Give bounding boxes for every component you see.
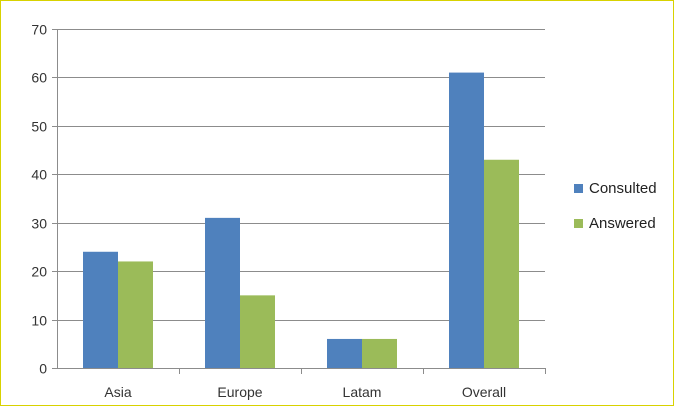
y-tick-labels: 0 10 20 30 40 50 60 70	[31, 22, 47, 377]
bar-answered-latam	[362, 338, 397, 368]
bar-consulted-europe	[205, 217, 240, 368]
y-tick-label: 30	[31, 216, 47, 232]
legend-swatch-answered	[574, 219, 583, 228]
y-tick-label: 20	[31, 264, 47, 280]
legend: Consulted Answered	[574, 180, 657, 232]
bar-answered-overall	[484, 159, 519, 368]
bar-answered-europe	[240, 295, 275, 368]
x-tick-labels: Asia Europe Latam Overall	[104, 384, 506, 400]
legend-label-consulted: Consulted	[589, 180, 657, 197]
y-tick-label: 70	[31, 22, 47, 38]
y-tick-label: 40	[31, 167, 47, 183]
bar-answered-asia	[118, 261, 153, 368]
x-tick-label: Asia	[104, 384, 131, 400]
x-tick-label: Overall	[462, 384, 506, 400]
y-tick-label: 60	[31, 70, 47, 86]
bar-consulted-asia	[83, 251, 118, 368]
y-tick-label: 10	[31, 313, 47, 329]
bar-consulted-latam	[327, 338, 362, 368]
x-tick-label: Europe	[217, 384, 262, 400]
x-tick-label: Latam	[343, 384, 382, 400]
legend-label-answered: Answered	[589, 215, 656, 232]
y-tick-label: 50	[31, 119, 47, 135]
y-tick-label: 0	[39, 361, 47, 377]
bars	[83, 72, 519, 368]
legend-swatch-consulted	[574, 184, 583, 193]
axes	[52, 29, 546, 374]
bar-consulted-overall	[449, 72, 484, 368]
